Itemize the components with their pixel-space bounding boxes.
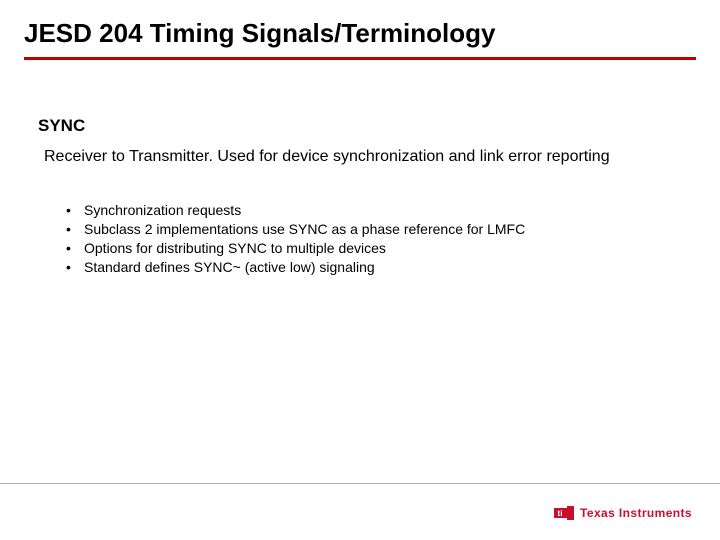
list-item: Options for distributing SYNC to multipl… (66, 240, 676, 256)
footer-divider (0, 483, 720, 484)
list-item: Subclass 2 implementations use SYNC as a… (66, 221, 676, 237)
ti-chip-text: ti (558, 509, 563, 518)
slide: JESD 204 Timing Signals/Terminology SYNC… (0, 0, 720, 540)
slide-title: JESD 204 Timing Signals/Terminology (24, 18, 696, 60)
ti-logo-text: Texas Instruments (580, 506, 692, 520)
bullet-list: Synchronization requests Subclass 2 impl… (66, 202, 676, 278)
ti-chip-icon: ti (554, 506, 574, 520)
section-heading-sync: SYNC (38, 116, 85, 136)
section-body: Receiver to Transmitter. Used for device… (44, 148, 676, 166)
list-item: Synchronization requests (66, 202, 676, 218)
ti-logo: ti Texas Instruments (554, 506, 692, 520)
list-item: Standard defines SYNC~ (active low) sign… (66, 259, 676, 275)
